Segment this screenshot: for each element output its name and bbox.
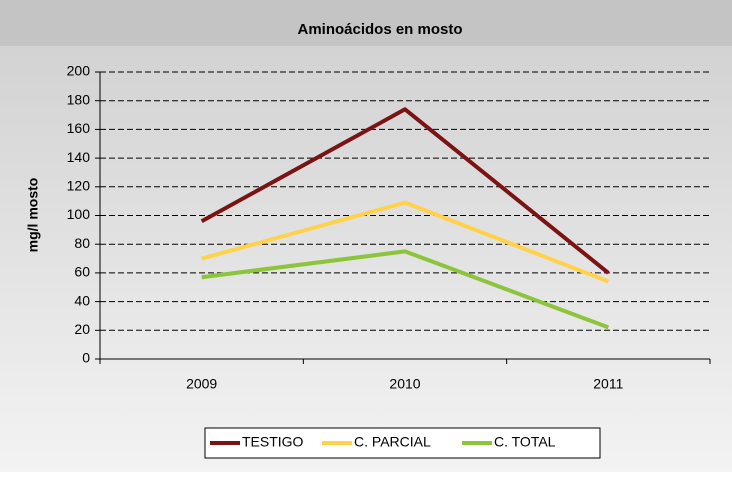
y-tick-label: 180 bbox=[67, 91, 91, 107]
chart-title: Aminoácidos en mosto bbox=[297, 21, 462, 38]
legend-box bbox=[204, 427, 601, 459]
y-tick-label: 0 bbox=[82, 350, 90, 366]
x-tick-label: 2010 bbox=[389, 376, 420, 392]
y-tick-label: 100 bbox=[67, 206, 91, 222]
y-tick-label: 120 bbox=[67, 178, 91, 194]
legend-label: C. PARCIAL bbox=[354, 434, 431, 450]
y-tick-label: 40 bbox=[74, 292, 90, 308]
x-tick-label: 2009 bbox=[186, 376, 217, 392]
series-line bbox=[200, 107, 610, 275]
legend-label: TESTIGO bbox=[242, 434, 304, 450]
series-line bbox=[201, 200, 610, 284]
title-band bbox=[0, 0, 732, 46]
y-tick-label: 60 bbox=[74, 264, 90, 280]
y-tick-label: 80 bbox=[74, 235, 90, 251]
y-axis-label: mg/l mosto bbox=[25, 178, 41, 253]
y-tick-label: 200 bbox=[67, 63, 91, 79]
y-tick-label: 20 bbox=[74, 321, 90, 337]
legend-label: C. TOTAL bbox=[494, 434, 556, 450]
y-tick-label: 160 bbox=[67, 120, 91, 136]
series-line bbox=[201, 249, 610, 330]
y-tick-label: 140 bbox=[67, 149, 91, 165]
x-tick-label: 2011 bbox=[593, 376, 623, 392]
